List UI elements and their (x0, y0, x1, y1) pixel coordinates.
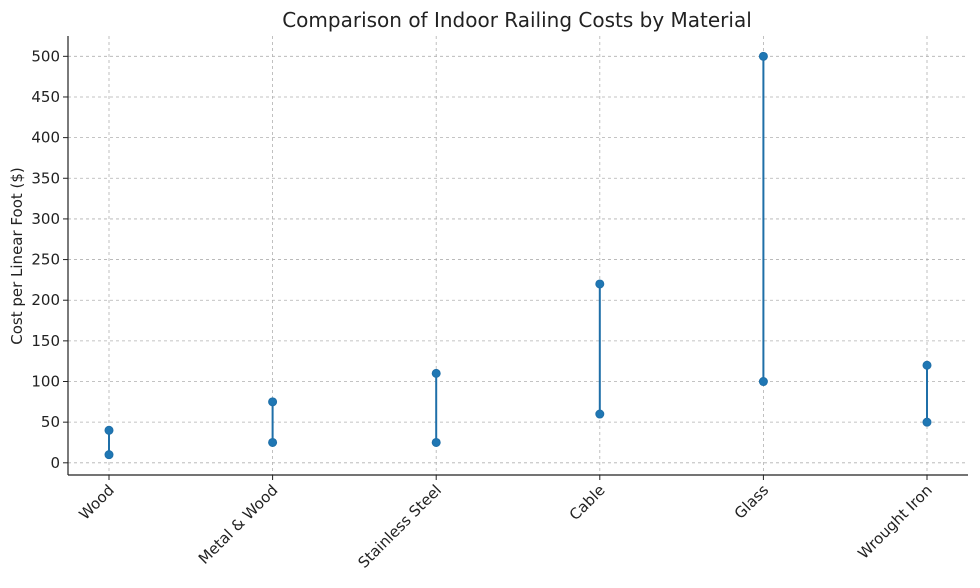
x-tick-label: Glass (731, 481, 773, 523)
x-tick-label: Wrought Iron (854, 481, 936, 563)
max-point (758, 51, 768, 61)
y-tick-label: 150 (31, 332, 60, 350)
max-point (922, 360, 932, 370)
x-tick-label: Metal & Wood (195, 481, 282, 568)
max-point (595, 279, 605, 289)
range-marks (104, 51, 932, 460)
y-tick-label: 450 (31, 88, 60, 106)
y-tick-label: 100 (31, 373, 60, 391)
x-tick-label: Wood (76, 481, 118, 523)
min-point (431, 437, 441, 447)
max-point (431, 368, 441, 378)
y-tick-label: 300 (31, 210, 60, 228)
y-tick-label: 200 (31, 291, 60, 309)
min-point (104, 450, 114, 460)
min-point (595, 409, 605, 419)
y-tick-label: 500 (31, 47, 60, 65)
min-point (922, 417, 932, 427)
min-point (758, 377, 768, 387)
x-tick-label: Stainless Steel (354, 481, 445, 572)
y-tick-label: 400 (31, 129, 60, 147)
y-tick-label: 250 (31, 251, 60, 269)
y-tick-label: 50 (41, 413, 60, 431)
max-point (268, 397, 278, 407)
axes (63, 36, 968, 480)
x-tick-label: Cable (566, 481, 609, 524)
y-tick-label: 350 (31, 169, 60, 187)
min-point (268, 437, 278, 447)
y-axis-label: Cost per Linear Foot ($) (8, 167, 26, 345)
chart-title: Comparison of Indoor Railing Costs by Ma… (282, 8, 752, 32)
y-tick-label: 0 (50, 454, 60, 472)
max-point (104, 425, 114, 435)
grid-lines (68, 36, 968, 475)
tick-labels: 0 50 100 150 200 250 300 350 400 450 500 Wood Metal … (31, 47, 935, 571)
